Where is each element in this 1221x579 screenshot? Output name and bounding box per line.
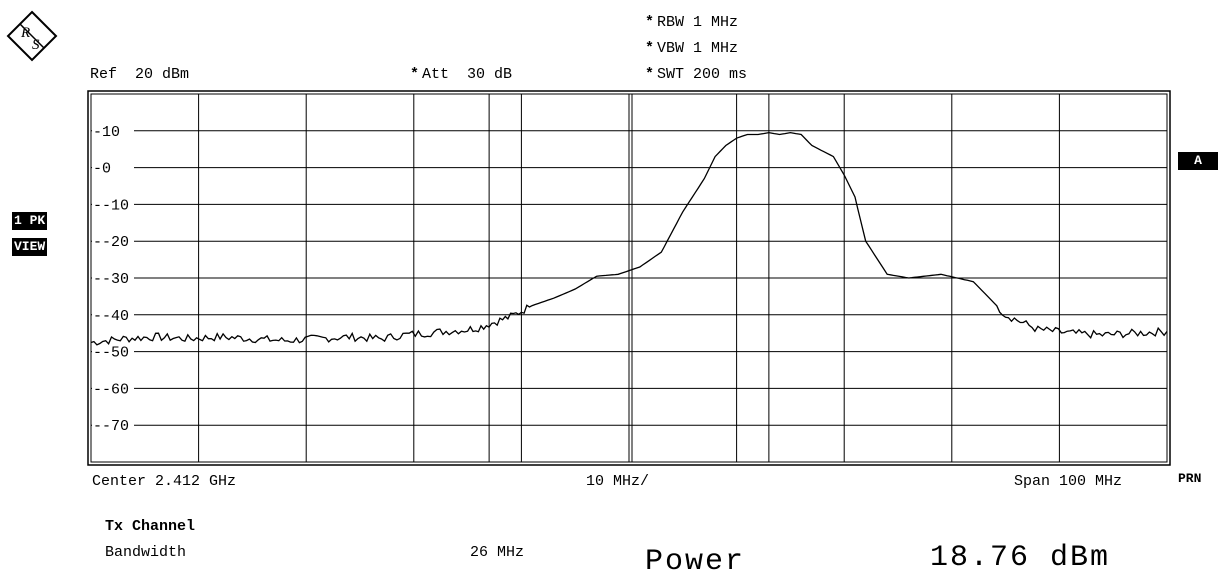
trace-detector-tag: 1 PK (12, 212, 48, 230)
y-tick-labels: -10 -0 --10 --20 --30 --40 --50 --60 --70 (92, 122, 134, 435)
ref-level: Ref 20 dBm (90, 66, 190, 83)
power-label: Power (645, 545, 746, 579)
print-indicator: PRN (1178, 471, 1202, 486)
frequency-span: Span 100 MHz (1014, 473, 1123, 490)
y-tick-label: --50 (93, 345, 129, 362)
sweep-time: * SWT 200 ms (645, 66, 748, 83)
y-tick-label: --10 (93, 197, 129, 214)
rs-logo: R S (6, 10, 58, 62)
y-tick-label: --30 (93, 271, 129, 288)
y-tick-label: -10 (93, 124, 120, 141)
tx-channel-heading: Tx Channel (105, 518, 196, 535)
y-tick-label: --70 (93, 418, 129, 435)
trace-layer (90, 131, 1168, 346)
trace-a-marker: A (1178, 152, 1218, 170)
plot-grid (87, 90, 1171, 466)
y-tick-label: --60 (93, 381, 129, 398)
trace-view-tag: VIEW (12, 238, 48, 256)
y-tick-label: --20 (93, 234, 129, 251)
svg-text:S: S (32, 37, 40, 53)
rbw-setting: * RBW 1 MHz (645, 14, 739, 31)
bandwidth-label: Bandwidth (105, 544, 187, 561)
y-tick-label: --40 (93, 308, 129, 325)
plot-frame-outer (87, 90, 1171, 466)
svg-text:R: R (20, 25, 30, 41)
y-tick-label: -0 (93, 161, 111, 178)
attenuation: * Att 30 dB (410, 66, 513, 83)
spectrum-trace (90, 131, 1168, 346)
power-value: 18.76 dBm (930, 541, 1111, 575)
frequency-per-division: 10 MHz/ (586, 473, 650, 490)
bandwidth-value: 26 MHz (470, 544, 525, 561)
center-frequency: Center 2.412 GHz (92, 473, 237, 490)
vbw-setting: * VBW 1 MHz (645, 40, 739, 57)
